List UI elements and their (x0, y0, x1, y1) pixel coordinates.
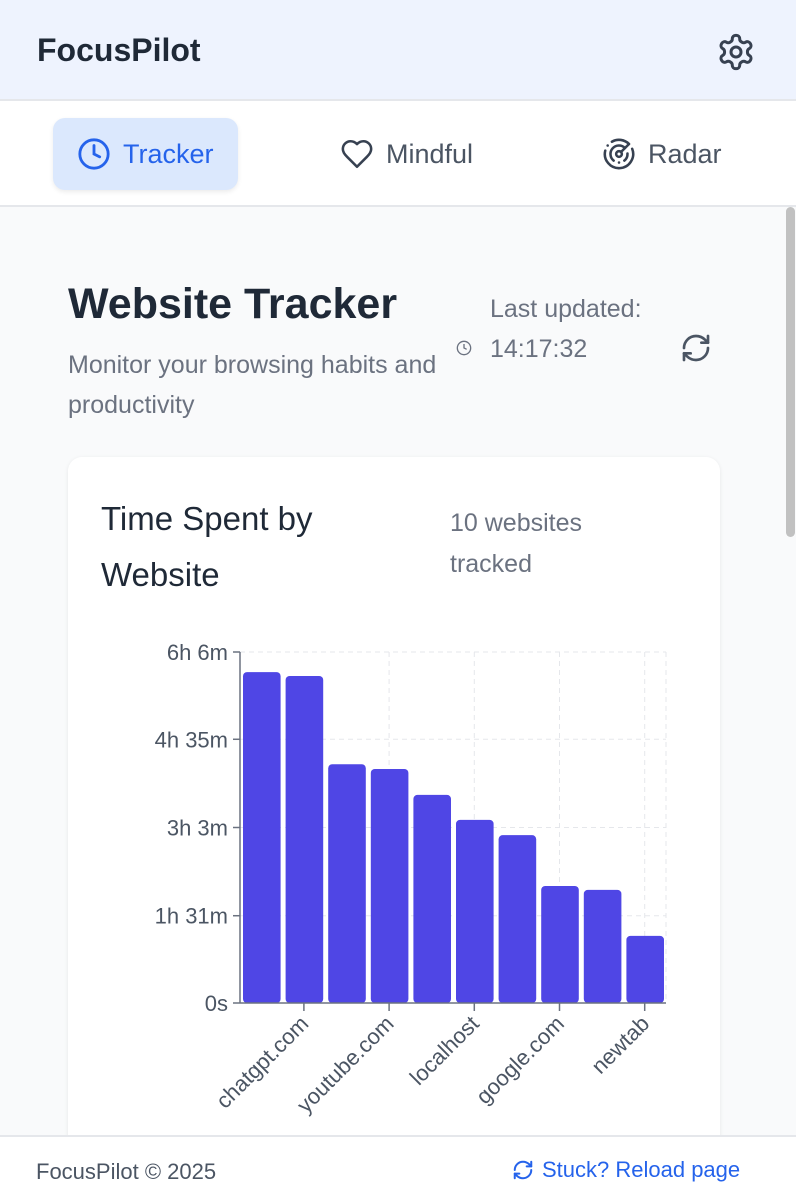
radar-icon (603, 138, 635, 170)
bar (413, 794, 451, 1003)
y-tick-label: 3h 3m (167, 816, 228, 841)
bar (626, 935, 664, 1003)
x-tick-label: google.com (471, 1011, 569, 1109)
bar (498, 835, 537, 1003)
tab-label: Mindful (386, 138, 474, 169)
tab-mindful[interactable]: Mindful (316, 118, 497, 190)
refresh-icon (513, 1160, 533, 1180)
footer: FocusPilot © 2025 Stuck? Reload page (0, 1135, 796, 1202)
app-title: FocusPilot (37, 32, 201, 68)
bar (456, 819, 494, 1003)
y-tick-label: 6h 6m (167, 640, 228, 665)
app-header: FocusPilot (0, 0, 796, 101)
last-updated-label: Last updated: (490, 295, 642, 323)
clock-icon (456, 340, 472, 356)
y-tick-label: 0s (205, 991, 228, 1016)
heart-icon (341, 139, 373, 169)
tab-label: Tracker (123, 138, 214, 169)
tab-radar[interactable]: Radar (578, 118, 746, 190)
x-tick-label: newtab (586, 1011, 654, 1079)
tab-tracker[interactable]: Tracker (53, 118, 238, 190)
bar (541, 886, 579, 1003)
bar (370, 769, 409, 1003)
page-subtitle: Monitor your browsing habits and product… (68, 351, 437, 419)
bar (285, 675, 324, 1003)
card-title: Time Spent by Website (101, 500, 313, 593)
refresh-icon[interactable] (680, 332, 712, 364)
clock-icon (78, 138, 110, 170)
bar (583, 889, 622, 1003)
bar (243, 672, 281, 1003)
last-updated: Last updated: 14:17:32 (490, 289, 650, 369)
scrollbar[interactable] (784, 207, 796, 1135)
bar (328, 764, 366, 1003)
main-content: Website Tracker Monitor your browsing ha… (0, 207, 796, 1135)
copyright: FocusPilot © 2025 (36, 1159, 217, 1184)
websites-count: 10 websites tracked (450, 509, 583, 578)
y-tick-label: 1h 31m (155, 904, 228, 929)
y-tick-label: 4h 35m (155, 727, 228, 752)
scrollbar-thumb[interactable] (786, 207, 795, 537)
reload-page-link[interactable]: Stuck? Reload page (512, 1157, 740, 1183)
gear-icon[interactable] (716, 32, 756, 72)
x-tick-label: localhost (405, 1011, 484, 1090)
tab-bar: Tracker Mindful Radar (0, 101, 796, 207)
tab-label: Radar (648, 138, 722, 169)
last-updated-time: 14:17:32 (490, 335, 588, 363)
page-title: Website Tracker (68, 280, 398, 328)
reload-label: Stuck? Reload page (542, 1157, 741, 1182)
